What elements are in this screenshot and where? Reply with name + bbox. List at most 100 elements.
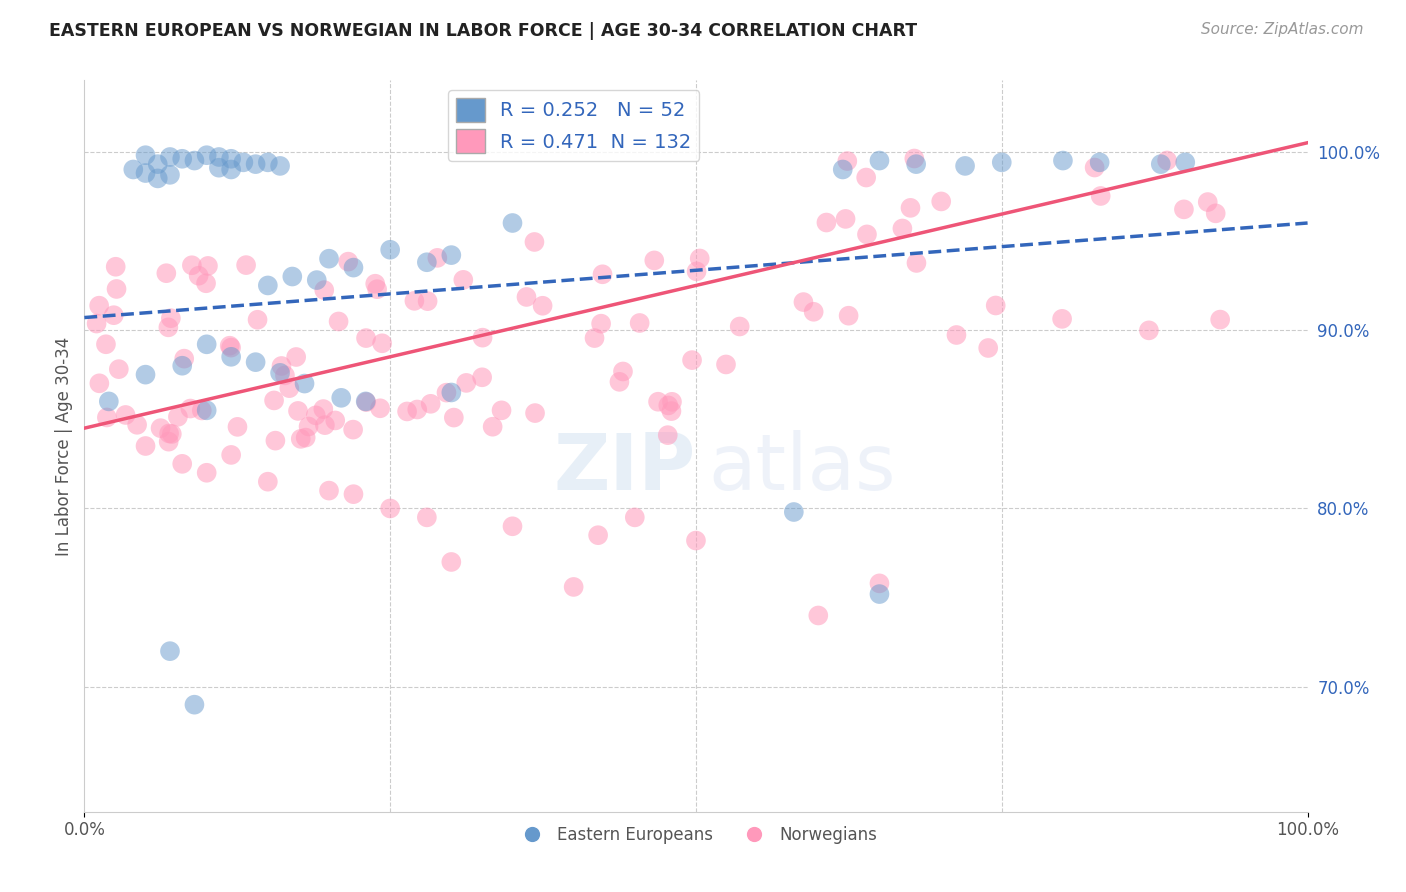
Point <box>257 155 280 169</box>
Point <box>502 216 524 230</box>
Point <box>245 157 267 171</box>
Point <box>226 420 249 434</box>
Point <box>453 273 475 287</box>
Point <box>285 350 308 364</box>
Point <box>905 157 928 171</box>
Point <box>592 267 614 281</box>
Point <box>270 359 292 373</box>
Point <box>318 252 340 266</box>
Point <box>146 157 169 171</box>
Point <box>515 290 537 304</box>
Point <box>436 385 458 400</box>
Point <box>342 487 364 501</box>
Point <box>246 312 269 326</box>
Point <box>314 283 336 297</box>
Point <box>108 362 131 376</box>
Point <box>471 370 494 384</box>
Y-axis label: In Labor Force | Age 30-34: In Labor Force | Age 30-34 <box>55 336 73 556</box>
Point <box>371 336 394 351</box>
Point <box>191 403 214 417</box>
Point <box>855 170 877 185</box>
Point <box>149 421 172 435</box>
Point <box>287 404 309 418</box>
Point <box>180 258 202 272</box>
Point <box>219 448 242 462</box>
Point <box>172 152 194 166</box>
Point <box>1084 161 1107 175</box>
Point <box>783 505 806 519</box>
Point <box>232 155 254 169</box>
Point <box>1137 323 1160 337</box>
Point <box>160 427 183 442</box>
Point <box>1052 153 1074 168</box>
Point <box>815 215 838 229</box>
Point <box>869 153 891 168</box>
Point <box>426 251 449 265</box>
Point <box>869 576 891 591</box>
Point <box>330 391 353 405</box>
Point <box>523 235 546 249</box>
Point <box>714 358 737 372</box>
Point <box>197 259 219 273</box>
Point <box>173 351 195 366</box>
Point <box>586 528 609 542</box>
Point <box>657 428 679 442</box>
Point <box>257 475 280 489</box>
Point <box>838 309 860 323</box>
Point <box>208 161 231 175</box>
Point <box>834 211 856 226</box>
Point <box>354 394 377 409</box>
Point <box>803 305 825 319</box>
Point <box>869 587 891 601</box>
Point <box>208 150 231 164</box>
Text: atlas: atlas <box>709 430 896 506</box>
Point <box>1050 311 1073 326</box>
Point <box>628 316 651 330</box>
Point <box>305 409 328 423</box>
Point <box>1209 312 1232 326</box>
Point <box>1205 206 1227 220</box>
Point <box>314 418 336 433</box>
Point <box>274 368 297 383</box>
Point <box>122 162 145 177</box>
Point <box>354 395 377 409</box>
Point <box>831 162 853 177</box>
Point <box>368 401 391 416</box>
Point <box>583 331 606 345</box>
Point <box>278 381 301 395</box>
Point <box>146 171 169 186</box>
Legend: Eastern Europeans, Norwegians: Eastern Europeans, Norwegians <box>508 820 884 851</box>
Point <box>172 457 194 471</box>
Point <box>443 410 465 425</box>
Point <box>342 260 364 275</box>
Point <box>591 317 613 331</box>
Point <box>135 166 157 180</box>
Point <box>354 331 377 345</box>
Point <box>647 394 669 409</box>
Point <box>294 431 316 445</box>
Point <box>183 698 205 712</box>
Point <box>159 168 181 182</box>
Point <box>86 317 108 331</box>
Point <box>245 355 267 369</box>
Point <box>105 282 128 296</box>
Point <box>157 426 180 441</box>
Point <box>342 423 364 437</box>
Point <box>183 153 205 168</box>
Point <box>1090 189 1112 203</box>
Point <box>419 397 441 411</box>
Point <box>157 434 180 449</box>
Point <box>903 152 925 166</box>
Point <box>135 368 157 382</box>
Point <box>416 255 439 269</box>
Point <box>929 194 952 209</box>
Point <box>624 510 647 524</box>
Point <box>1088 155 1111 169</box>
Point <box>219 350 242 364</box>
Point <box>471 331 494 345</box>
Point <box>416 510 439 524</box>
Point <box>257 278 280 293</box>
Point <box>312 402 335 417</box>
Point <box>219 341 242 355</box>
Point <box>328 314 350 328</box>
